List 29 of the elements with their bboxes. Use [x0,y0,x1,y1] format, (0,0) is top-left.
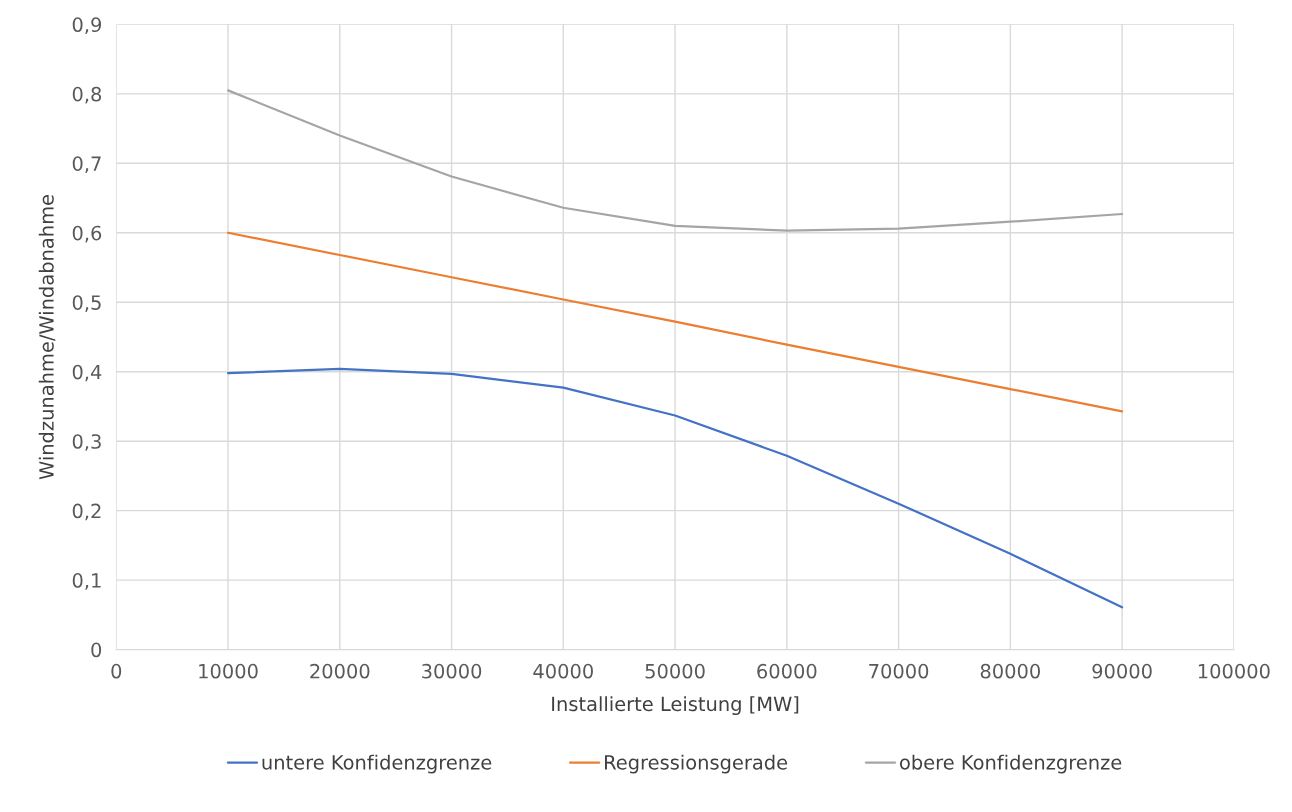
x-tick-label: 60000 [757,663,817,679]
y-tick-label: 0,2 [72,503,101,521]
legend-label: obere Konfidenzgrenze [900,754,1122,774]
x-axis-title: Installierte Leistung [MW] [552,696,799,716]
x-tick-label: 50000 [645,663,705,679]
y-tick-label: 0,3 [72,434,101,451]
y-tick-label: 0,6 [72,225,102,243]
line-series [226,89,1124,232]
x-tick-label: 80000 [980,663,1040,679]
y-tick-label: 0,4 [72,364,102,382]
y-tick-label: 0,5 [72,295,101,312]
y-tick-label: 0 [91,642,102,658]
line-series [226,231,1124,413]
x-tick-label: 70000 [869,663,929,679]
x-tick-label: 0 [111,663,122,679]
y-tick-label: 0,1 [72,573,101,590]
y-axis-title: Windzunahme/Windabnahme [38,195,56,480]
x-tick-label: 90000 [1092,663,1152,679]
y-tick-label: 0,9 [72,17,102,35]
legend-label: Regressionsgerade [605,754,788,774]
x-tick-label: 30000 [422,663,482,679]
y-tick-label: 0,8 [72,86,102,104]
y-tick-label: 0,7 [72,156,101,173]
line-series [226,367,1124,609]
x-tick-label: 100000 [1198,663,1270,679]
x-tick-label: 40000 [533,663,593,679]
x-tick-label: 20000 [310,663,370,679]
x-tick-label: 10000 [199,663,258,679]
legend-label: untere Konfidenzgrenze [262,754,492,774]
